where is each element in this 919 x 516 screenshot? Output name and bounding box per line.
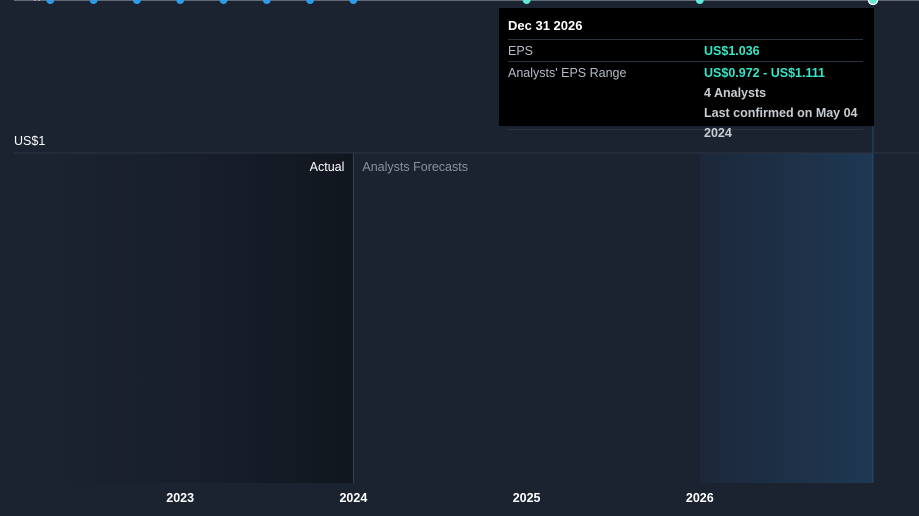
actual-label: Actual [310, 160, 345, 174]
x-tick-label-0: 2023 [166, 491, 194, 505]
y-tick-label-2: -US$1 [14, 0, 49, 3]
tooltip-eps-value: US$1.036 [704, 43, 760, 58]
tooltip-divider [508, 129, 863, 130]
forecast-label: Analysts Forecasts [362, 160, 468, 174]
hover-highlight-band [699, 153, 873, 483]
tooltip-eps-row: EPS US$1.036 [508, 39, 863, 61]
eps-tooltip: Dec 31 2026 EPS US$1.036 Analysts' EPS R… [499, 8, 874, 140]
tooltip-eps-label: EPS [508, 43, 534, 58]
tooltip-range-row: Analysts' EPS Range US$0.972 - US$1.111 [508, 61, 863, 83]
eps-actual-point-2 [132, 0, 141, 4]
x-tick-label-3: 2026 [686, 491, 714, 505]
eps-forecast-point-1 [695, 0, 704, 4]
tooltip-date: Dec 31 2026 [508, 18, 583, 33]
x-tick-label-2: 2025 [513, 491, 541, 505]
eps-actual-point-7 [349, 0, 358, 4]
eps-actual-point-5 [262, 0, 271, 4]
actual-region-shade [0, 153, 354, 483]
y-tick-label-1: US$0 [14, 0, 45, 3]
eps-actual-point-0 [46, 0, 55, 4]
tooltip-analysts: 4 Analysts [704, 86, 767, 100]
eps-forecast-point-0 [522, 0, 531, 4]
eps-actual-point-3 [176, 0, 185, 4]
eps-actual-point-1 [89, 0, 98, 4]
tooltip-confirmed: Last confirmed on May 04 2024 [704, 106, 858, 140]
tooltip-range-value: US$0.972 - US$1.111 [704, 65, 825, 80]
tooltip-range-label: Analysts' EPS Range [508, 65, 627, 80]
eps-highlight-marker [867, 0, 879, 6]
eps-actual-point-6 [306, 0, 315, 4]
eps-actual-point-4 [219, 0, 228, 4]
y-tick-label-0: US$1 [14, 134, 45, 148]
x-tick-label-1: 2024 [339, 491, 367, 505]
